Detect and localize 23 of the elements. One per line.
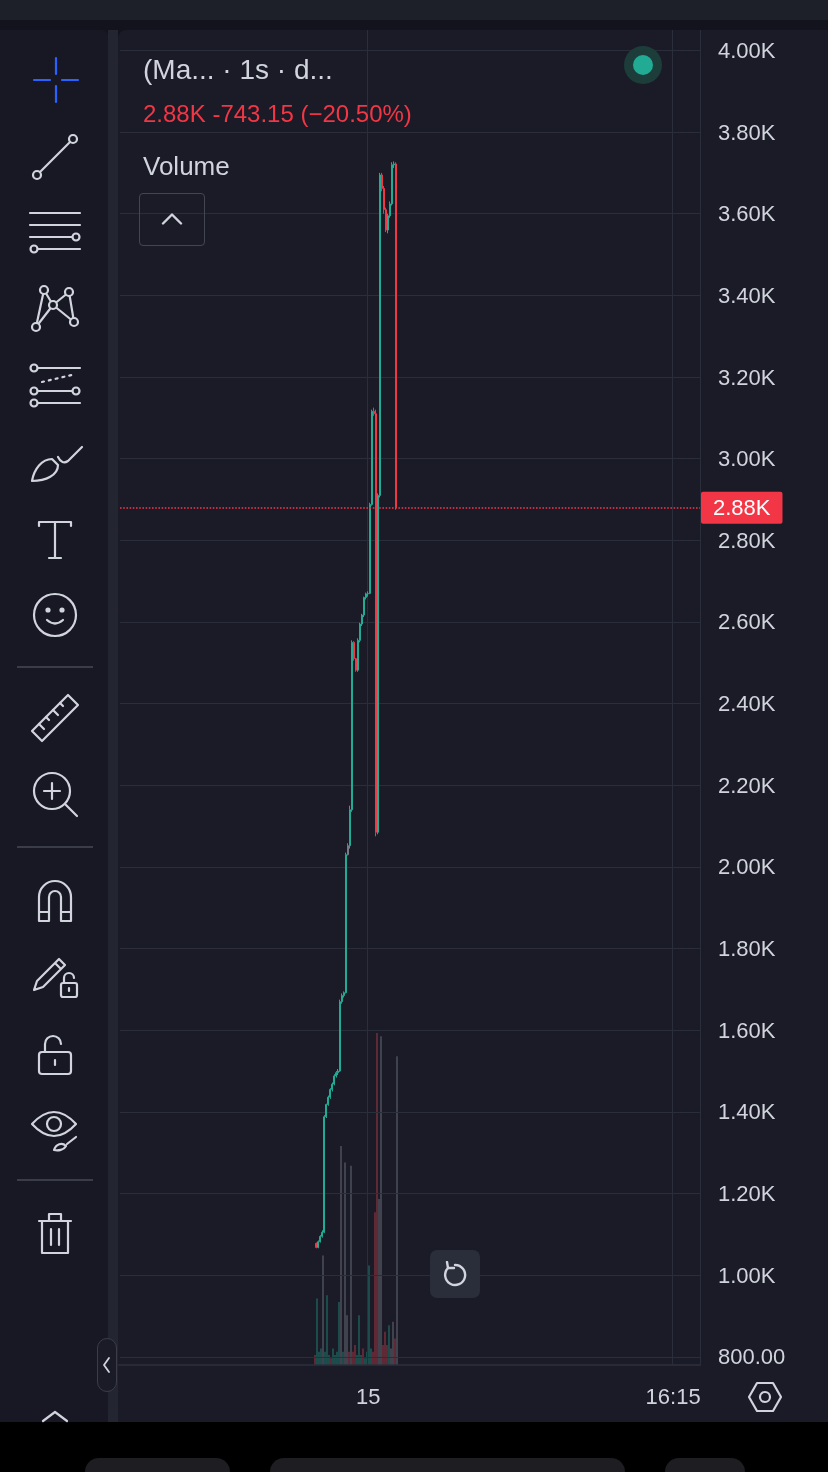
y-tick-label: 3.00K <box>718 446 776 472</box>
y-tick-label: 1.20K <box>718 1181 776 1207</box>
y-tick-label: 3.20K <box>718 364 776 390</box>
y-tick-label: 2.00K <box>718 854 776 880</box>
y-tick-label: 1.80K <box>718 936 776 962</box>
y-tick-label: 800.00 <box>718 1344 786 1370</box>
x-tick-label: 16:15 <box>645 1383 701 1409</box>
x-tick-label: 15 <box>355 1383 381 1409</box>
y-tick-label: 3.80K <box>718 119 776 145</box>
y-tick-label: 4.00K <box>718 37 776 63</box>
ref-line-label: 2.88K <box>713 495 771 521</box>
text: 2.88K -743.15 (−20.50%) <box>143 99 412 127</box>
chart-title: Volume <box>143 151 230 181</box>
y-tick-label: 3.40K <box>718 282 776 308</box>
text: (Ma... · 1s · d... <box>143 53 333 85</box>
y-tick-label: 2.60K <box>718 609 776 635</box>
y-tick-label: 1.40K <box>718 1099 776 1125</box>
y-tick-label: 1.00K <box>718 1262 776 1288</box>
y-tick-label: 2.40K <box>718 691 776 717</box>
y-tick-label: 3.60K <box>718 201 776 227</box>
y-tick-label: 1.60K <box>718 1017 776 1043</box>
y-tick-label: 2.20K <box>718 772 776 798</box>
y-tick-label: 2.80K <box>718 527 776 553</box>
